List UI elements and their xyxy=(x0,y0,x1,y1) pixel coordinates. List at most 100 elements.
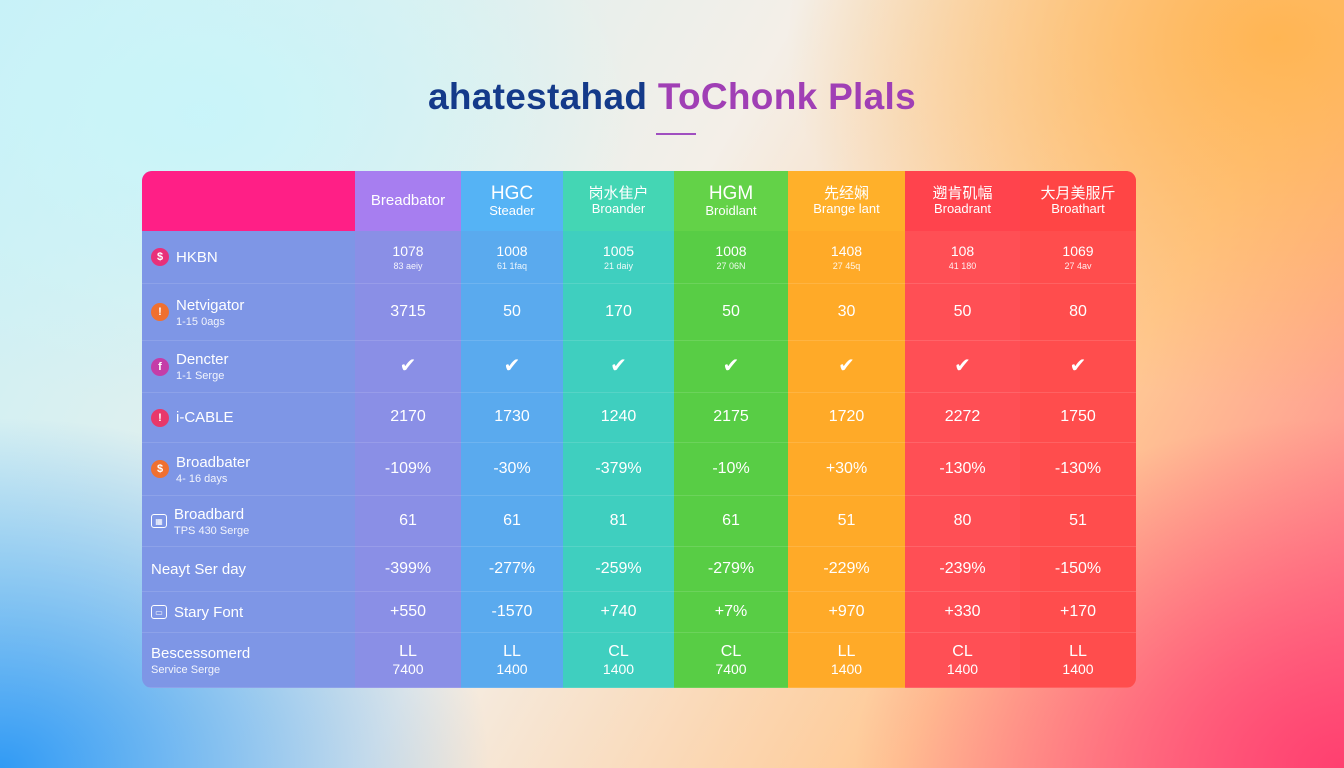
row-label-main: Broadbater xyxy=(176,453,251,471)
cell-value: -379% xyxy=(595,459,642,477)
cell-value: +170 xyxy=(1059,602,1097,620)
table-cell: 1750 xyxy=(1020,393,1136,443)
cell-subvalue: 1400 xyxy=(602,661,635,678)
column-header-title: 先经娴 xyxy=(823,184,869,202)
row-label-sub: 1-15 0ags xyxy=(176,315,225,328)
table-cell: ✔ xyxy=(674,341,788,393)
table-cell: ✔ xyxy=(1020,341,1136,393)
table-cell: -150% xyxy=(1020,547,1136,592)
cell-subvalue: 1400 xyxy=(830,661,863,678)
cell-value: +330 xyxy=(944,602,981,620)
cell-value: 61 xyxy=(503,511,521,529)
table-cell: ✔ xyxy=(355,341,461,393)
table-cell: ✔ xyxy=(563,341,674,393)
cell-value: 50 xyxy=(503,302,521,320)
row-label-main: Neayt Ser day xyxy=(151,560,247,578)
table-cell: -379% xyxy=(563,443,674,496)
table-cell: 1008 61 1faq xyxy=(461,231,563,284)
column-header-title: 大月美服斤 xyxy=(1040,184,1116,202)
table-cell: -1570 xyxy=(461,592,563,633)
table-cell: 2272 xyxy=(905,393,1020,443)
row-label-sub: Service Serge xyxy=(151,663,221,676)
table-cell: -279% xyxy=(674,547,788,592)
table-cell: -109% xyxy=(355,443,461,496)
comparison-table: Breadbator HGC Steader 岗水隹户 Broander HGM Broid… xyxy=(142,171,1136,688)
f-icon: f xyxy=(151,357,169,376)
cell-value: -109% xyxy=(384,459,432,477)
cell-value: 2175 xyxy=(713,408,749,426)
column-header-subtitle: Brange lant xyxy=(813,201,880,217)
column-background xyxy=(674,171,788,688)
table-cell: LL 1400 xyxy=(461,633,563,688)
column-header: 先经娴 Brange lant xyxy=(788,171,905,231)
cell-subvalue: 27 4av xyxy=(1064,260,1092,271)
cell-value: CL xyxy=(952,642,973,660)
table-cell: 2175 xyxy=(674,393,788,443)
column-background xyxy=(563,171,674,688)
row-label-text: Dencter 1-1 Serge xyxy=(176,351,229,382)
cell-value: 1008 xyxy=(496,242,528,259)
cell-value: 50 xyxy=(722,302,740,320)
table-cell: CL 1400 xyxy=(905,633,1020,688)
table-cell: 3715 xyxy=(355,284,461,341)
table-cell: ✔ xyxy=(788,341,905,393)
card-icon: ▭ xyxy=(151,605,167,619)
bell-icon: ! xyxy=(151,303,169,321)
cell-subvalue: 21 daiy xyxy=(603,260,634,271)
row-label: $ HKBN xyxy=(142,231,355,284)
cell-value: 51 xyxy=(837,511,856,529)
dollar-icon: $ xyxy=(151,460,169,478)
table-cell: 61 xyxy=(355,496,461,547)
column-background xyxy=(905,171,1020,688)
dollar-icon: $ xyxy=(151,248,169,266)
cell-value: 1240 xyxy=(600,408,637,426)
row-label-text: Neayt Ser day xyxy=(151,561,246,578)
column-background xyxy=(788,171,905,688)
table-cell: +7% xyxy=(674,592,788,633)
column-header-subtitle: Steader xyxy=(489,203,535,219)
cell-subvalue: 1400 xyxy=(946,661,979,678)
column-header: Breadbator xyxy=(355,171,461,231)
table-cell: +330 xyxy=(905,592,1020,633)
row-label-main: i-CABLE xyxy=(176,409,234,426)
table-cell: 2170 xyxy=(355,393,461,443)
cell-value: -130% xyxy=(1054,459,1102,477)
label-column-background xyxy=(142,171,355,688)
cell-subvalue: 83 aeiy xyxy=(393,260,423,271)
table-cell: 50 xyxy=(674,284,788,341)
table-cell: -229% xyxy=(788,547,905,592)
row-label-main: Stary Font xyxy=(174,603,244,621)
cell-subvalue: 61 1faq xyxy=(496,260,528,271)
check-icon: ✔ xyxy=(610,355,627,377)
cell-value: 108 xyxy=(950,242,975,259)
check-icon: ✔ xyxy=(838,355,855,377)
table-cell: 1005 21 daiy xyxy=(563,231,674,284)
table-cell: 1008 27 06N xyxy=(674,231,788,284)
column-header-subtitle: Broadrant xyxy=(933,201,992,217)
table-cell: 81 xyxy=(563,496,674,547)
table-cell: 1720 xyxy=(788,393,905,443)
cell-value: LL xyxy=(399,642,417,660)
table-cell: 51 xyxy=(788,496,905,547)
table-cell: +740 xyxy=(563,592,674,633)
row-label-main: Netvigator xyxy=(176,296,245,314)
table-cell: 50 xyxy=(905,284,1020,341)
check-icon: ✔ xyxy=(1069,355,1087,377)
cell-value: 51 xyxy=(1069,511,1087,529)
table-cell: 80 xyxy=(1020,284,1136,341)
row-label-text: Broadbater 4- 16 days xyxy=(176,454,250,485)
table-cell: LL 1400 xyxy=(788,633,905,688)
cell-value: -1570 xyxy=(491,602,533,620)
row-label-sub: TPS 430 Serge xyxy=(174,524,250,537)
column-header-title: 岗水隹户 xyxy=(588,184,649,202)
cell-subvalue: 7400 xyxy=(392,661,424,678)
row-label: ! Netvigator 1-15 0ags xyxy=(142,284,355,341)
table-cell: 1078 83 aeiy xyxy=(355,231,461,284)
column-header-subtitle: Broidlant xyxy=(705,203,757,219)
row-label: ▭ Stary Font xyxy=(142,592,355,633)
column-header: 遡肯矶幅 Broadrant xyxy=(905,171,1020,231)
row-label-text: Stary Font xyxy=(174,604,243,621)
table-cell: LL 7400 xyxy=(355,633,461,688)
table-cell: 108 41 180 xyxy=(905,231,1020,284)
info-icon: ! xyxy=(151,408,169,427)
